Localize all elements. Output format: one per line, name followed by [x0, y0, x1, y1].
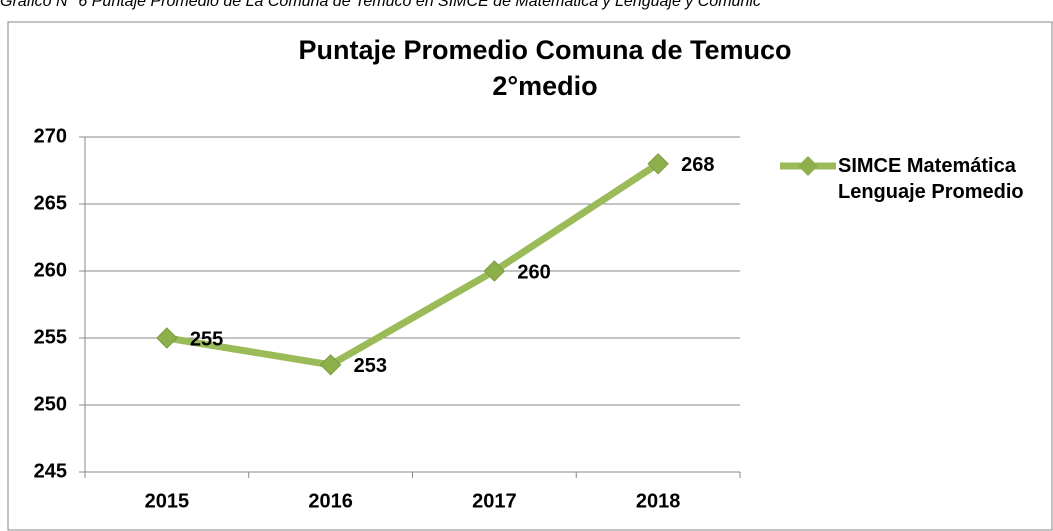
caption: Gráfico N° 6 Puntaje Promedio de La Comu…: [0, 0, 761, 10]
data-label: 268: [681, 154, 714, 176]
y-tick-label: 260: [34, 259, 67, 281]
chart-title: Puntaje Promedio Comuna de Temuco: [298, 35, 791, 65]
data-label: 253: [354, 355, 387, 377]
data-label: 260: [517, 261, 550, 283]
x-tick-label: 2017: [472, 490, 517, 512]
y-tick-label: 255: [34, 326, 67, 348]
y-tick-label: 245: [34, 460, 67, 482]
data-label: 255: [190, 328, 223, 350]
x-tick-label: 2018: [636, 490, 681, 512]
y-tick-label: 270: [34, 125, 67, 147]
marker: [483, 260, 506, 282]
legend-label: SIMCE Matemática Lenguaje Promedio: [838, 155, 1024, 203]
series-line: [166, 160, 661, 369]
x-tick-label: 2015: [145, 490, 190, 512]
y-tick-label: 265: [34, 192, 67, 214]
marker: [319, 354, 342, 376]
marker: [647, 153, 669, 175]
marker: [156, 327, 178, 349]
chart-frame: [7, 21, 1053, 531]
chart-subtitle: 2°medio: [492, 71, 597, 101]
legend-marker: [798, 156, 818, 176]
y-tick-label: 250: [34, 393, 67, 415]
x-tick-label: 2016: [308, 490, 353, 512]
